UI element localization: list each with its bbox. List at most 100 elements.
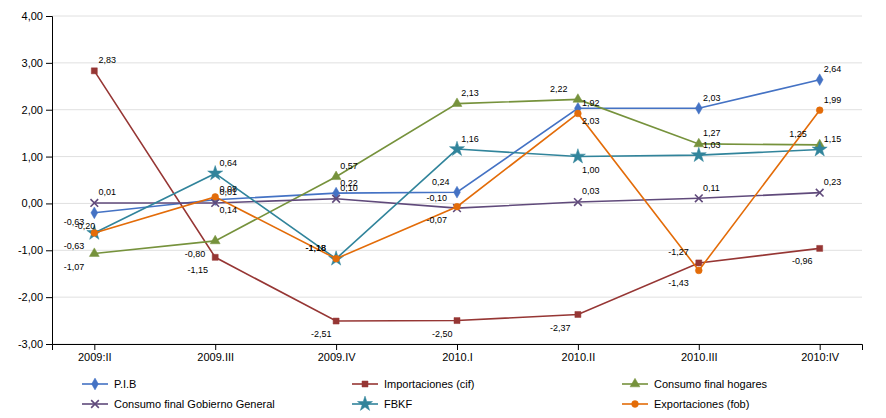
legend-marker	[362, 381, 368, 387]
axis-line	[53, 345, 863, 351]
point-marker	[696, 260, 702, 266]
y-tick: -1,00	[18, 244, 52, 256]
point-marker	[212, 254, 218, 260]
data-label: -2,51	[311, 329, 332, 339]
data-label: -0,63	[64, 241, 85, 251]
data-label: -1,27	[668, 247, 689, 257]
tick-mark	[46, 344, 52, 345]
point-marker	[90, 199, 98, 207]
data-label: 2,83	[98, 55, 116, 65]
tick-label: 4,00	[22, 10, 43, 22]
axis-line	[46, 17, 53, 345]
grid-line	[52, 250, 862, 251]
tick-label: 2,00	[22, 104, 43, 116]
x-tick: 2010.II	[562, 344, 596, 363]
y-tick: 0,00	[22, 197, 52, 209]
y-tick: -2,00	[18, 291, 52, 303]
tick-label: 2010:IV	[801, 351, 840, 363]
data-label: 0,11	[703, 183, 720, 193]
point-marker	[695, 102, 702, 114]
legend-item: FBKF	[352, 396, 412, 410]
tick-mark	[46, 16, 52, 17]
series	[91, 68, 822, 324]
y-axis: -3,00 -2,00 -1,00 0,00 1,00 2,00 3,00 4,00	[18, 10, 53, 350]
tick-label: 3,00	[22, 57, 43, 69]
marks	[87, 68, 827, 324]
legend-label: P.I.B	[114, 378, 136, 390]
point-marker	[816, 107, 823, 114]
data-label: -0,63	[64, 217, 85, 227]
grid-line	[52, 16, 862, 17]
legend-item: Importaciones (cif)	[352, 378, 474, 390]
point-marker	[210, 235, 220, 244]
y-tick: 3,00	[22, 57, 52, 69]
legend-label: Importaciones (cif)	[384, 378, 474, 390]
tick-label: 2010.II	[562, 351, 596, 363]
point-marker	[695, 267, 702, 274]
data-label: 1,27	[703, 128, 721, 138]
data-label: -0,10	[426, 193, 447, 203]
tick-label: 2009.IV	[318, 351, 357, 363]
tick-mark	[46, 157, 52, 158]
point-marker	[575, 110, 582, 117]
point-marker	[332, 195, 340, 203]
legend-item: P.I.B	[82, 378, 136, 390]
y-tick: 2,00	[22, 104, 52, 116]
tick-label: 2010.I	[442, 351, 473, 363]
data-labels: -0,200,080,220,242,032,032,642,83-1,15-2…	[64, 55, 842, 339]
data-label: 1,99	[824, 95, 842, 105]
plot: -3,00 -2,00 -1,00 0,00 1,00 2,00 3,00 4,00 2009:…	[18, 10, 863, 363]
legend-item: Exportaciones (fob)	[622, 398, 749, 410]
grid	[52, 16, 862, 344]
tick-label: 0,00	[22, 197, 43, 209]
point-marker	[574, 198, 582, 206]
chart: -3,00 -2,00 -1,00 0,00 1,00 2,00 3,00 4,00 2009:…	[0, 0, 886, 418]
data-label: -0,80	[185, 249, 206, 259]
tick-label: 2009.III	[197, 351, 234, 363]
series-line	[94, 80, 819, 213]
point-marker	[212, 193, 219, 200]
data-label: 0,14	[219, 205, 237, 215]
point-marker	[816, 189, 824, 197]
data-label: 0,57	[340, 161, 358, 171]
series	[91, 74, 823, 219]
tick-mark	[699, 344, 700, 350]
legend-label: Exportaciones (fob)	[654, 398, 749, 410]
tick-mark	[46, 297, 52, 298]
tick-mark	[46, 203, 52, 204]
series-line	[94, 149, 819, 259]
tick-mark	[578, 344, 579, 350]
point-marker	[452, 98, 462, 107]
data-label: 1,00	[582, 165, 600, 175]
data-label: 0,23	[824, 177, 842, 187]
grid-line	[52, 297, 862, 298]
tick-mark	[46, 250, 52, 251]
point-marker	[333, 318, 339, 324]
data-label: 2,03	[703, 93, 721, 103]
point-marker	[329, 251, 344, 265]
legend-label: Consumo final Gobierno General	[114, 398, 275, 410]
data-label: 2,03	[582, 116, 600, 126]
series	[91, 107, 823, 274]
tick-label: 2009:II	[78, 351, 112, 363]
series-line	[94, 110, 819, 270]
y-tick: 1,00	[22, 151, 52, 163]
y-tick: -3,00	[18, 338, 52, 350]
point-marker	[454, 186, 461, 198]
point-marker	[454, 318, 460, 324]
data-label: 2,64	[824, 64, 842, 74]
grid-line	[52, 62, 862, 63]
data-label: -2,37	[550, 323, 571, 333]
legend-marker	[357, 396, 372, 410]
data-label: 1,15	[824, 134, 842, 144]
data-label: -1,15	[187, 265, 208, 275]
legend-marker	[91, 400, 99, 408]
legend-marker	[92, 378, 99, 390]
point-marker	[570, 149, 585, 163]
tick-label: -2,00	[18, 291, 43, 303]
data-label: -0,07	[426, 215, 447, 225]
x-tick: 2010:IV	[801, 344, 840, 363]
data-label: 1,25	[789, 129, 807, 139]
grid-line	[52, 156, 862, 157]
point-marker	[453, 204, 461, 212]
